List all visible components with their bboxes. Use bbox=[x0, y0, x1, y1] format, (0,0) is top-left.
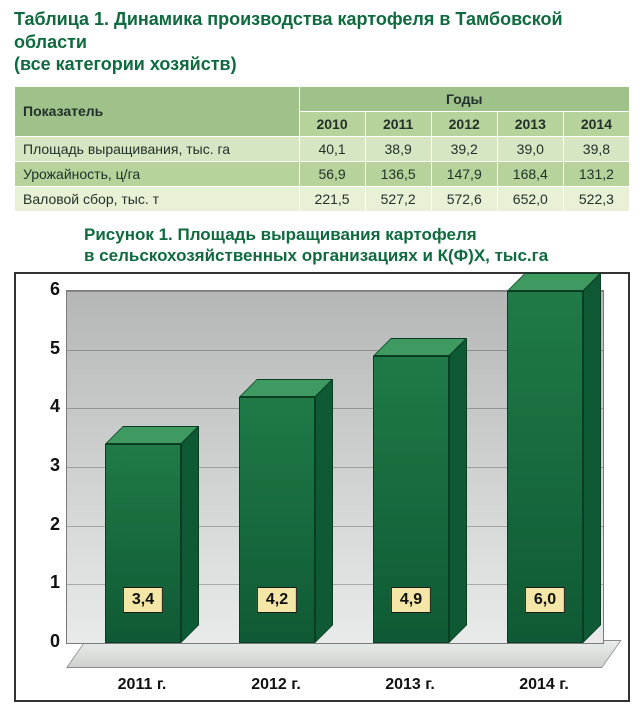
bar: 6,0 bbox=[507, 291, 583, 643]
y-tick-label: 2 bbox=[34, 514, 60, 535]
chart-floor bbox=[66, 640, 622, 668]
year-3: 2013 bbox=[497, 111, 563, 136]
figure-title-line2: в сельскохозяйственных организациях и К(… bbox=[84, 245, 630, 266]
bar: 4,2 bbox=[239, 397, 315, 643]
bar: 3,4 bbox=[105, 444, 181, 643]
cell: 39,0 bbox=[497, 136, 563, 161]
table-title: Таблица 1. Динамика производства картофе… bbox=[14, 8, 630, 76]
chart-plot-area: 3,4 4,2 4,9 6,0 bbox=[66, 290, 604, 644]
x-tick-label: 2014 г. bbox=[506, 676, 582, 694]
cell: 572,6 bbox=[431, 186, 497, 211]
figure-title: Рисунок 1. Площадь выращивания картофеля… bbox=[84, 224, 630, 267]
cell: 40,1 bbox=[299, 136, 365, 161]
cell: 56,9 bbox=[299, 161, 365, 186]
cell: 136,5 bbox=[365, 161, 431, 186]
table-title-line2: (все категории хозяйств) bbox=[14, 53, 630, 76]
year-1: 2011 bbox=[365, 111, 431, 136]
cell: 168,4 bbox=[497, 161, 563, 186]
x-tick-label: 2013 г. bbox=[372, 676, 448, 694]
year-0: 2010 bbox=[299, 111, 365, 136]
y-tick-label: 0 bbox=[34, 631, 60, 652]
y-tick-label: 5 bbox=[34, 338, 60, 359]
table-row: Площадь выращивания, тыс. га 40,1 38,9 3… bbox=[15, 136, 630, 161]
x-tick-label: 2011 г. bbox=[104, 676, 180, 694]
bar-value-badge: 6,0 bbox=[525, 587, 565, 613]
bar: 4,9 bbox=[373, 356, 449, 643]
y-tick-label: 3 bbox=[34, 455, 60, 476]
cell: 652,0 bbox=[497, 186, 563, 211]
data-table: Показатель Годы 2010 2011 2012 2013 2014… bbox=[14, 86, 630, 212]
col-indicator: Показатель bbox=[15, 86, 300, 136]
cell: 39,2 bbox=[431, 136, 497, 161]
cell: 527,2 bbox=[365, 186, 431, 211]
bar-chart: 3,4 4,2 4,9 6,0 0 1 2 3 4 5 6 2011 г. 2012 г. 2013 г… bbox=[14, 272, 630, 702]
year-4: 2014 bbox=[563, 111, 629, 136]
col-group-years: Годы bbox=[299, 86, 629, 111]
table-row: Урожайность, ц/га 56,9 136,5 147,9 168,4… bbox=[15, 161, 630, 186]
y-tick-label: 6 bbox=[34, 279, 60, 300]
table-row: Валовой сбор, тыс. т 221,5 527,2 572,6 6… bbox=[15, 186, 630, 211]
figure-title-line1: Рисунок 1. Площадь выращивания картофеля bbox=[84, 224, 630, 245]
table-title-line1: Таблица 1. Динамика производства картофе… bbox=[14, 8, 630, 53]
bar-value-badge: 4,9 bbox=[391, 587, 431, 613]
bar-value-badge: 3,4 bbox=[123, 587, 163, 613]
x-tick-label: 2012 г. bbox=[238, 676, 314, 694]
cell: 221,5 bbox=[299, 186, 365, 211]
row-label-0: Площадь выращивания, тыс. га bbox=[15, 136, 300, 161]
cell: 522,3 bbox=[563, 186, 629, 211]
row-label-1: Урожайность, ц/га bbox=[15, 161, 300, 186]
year-2: 2012 bbox=[431, 111, 497, 136]
y-tick-label: 4 bbox=[34, 396, 60, 417]
cell: 38,9 bbox=[365, 136, 431, 161]
row-label-2: Валовой сбор, тыс. т bbox=[15, 186, 300, 211]
cell: 39,8 bbox=[563, 136, 629, 161]
y-tick-label: 1 bbox=[34, 572, 60, 593]
cell: 131,2 bbox=[563, 161, 629, 186]
bar-value-badge: 4,2 bbox=[257, 587, 297, 613]
cell: 147,9 bbox=[431, 161, 497, 186]
